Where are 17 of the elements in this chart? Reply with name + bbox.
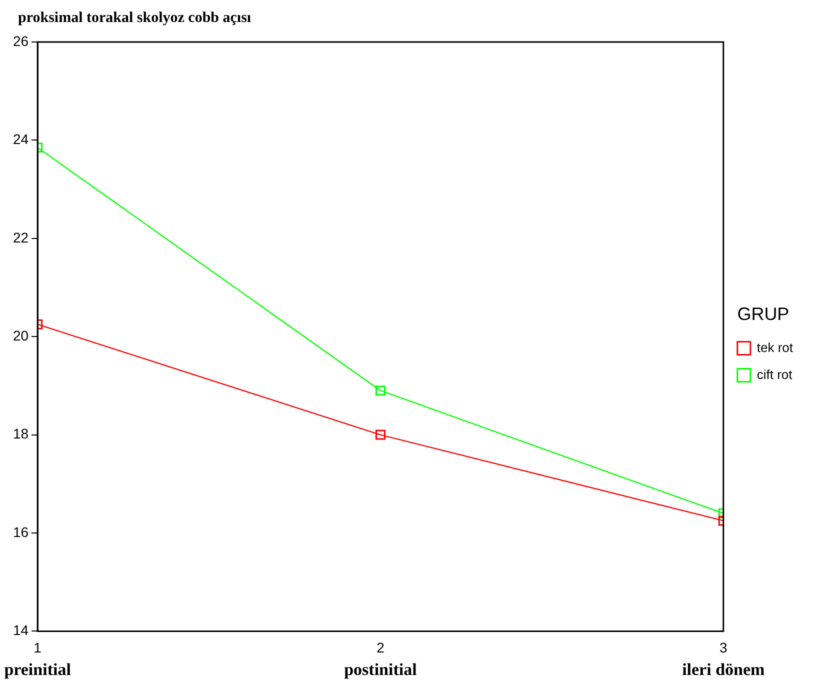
text: ileri dönem	[682, 660, 765, 679]
legend-label: tek rot	[756, 340, 794, 355]
x-tick-label: 1	[34, 639, 42, 656]
y-tick-label: 20	[12, 327, 29, 344]
chart-title: proksimal torakal skolyoz cobb açısı	[18, 10, 252, 27]
legend-label: cift rot	[756, 366, 793, 382]
y-tick-label: 24	[12, 131, 29, 148]
y-tick-label: 16	[12, 524, 29, 540]
y-tick-label: 18	[12, 426, 29, 442]
x-tick-label: 3	[719, 639, 728, 656]
text: postinitial	[344, 660, 418, 679]
legend-title: GRUP	[737, 304, 790, 324]
y-tick-label: 14	[12, 622, 29, 638]
y-tick-label: 26	[12, 32, 29, 49]
x-tick-label: 2	[376, 639, 385, 656]
text: preinitial	[4, 660, 72, 679]
y-tick-label: 22	[12, 229, 29, 246]
